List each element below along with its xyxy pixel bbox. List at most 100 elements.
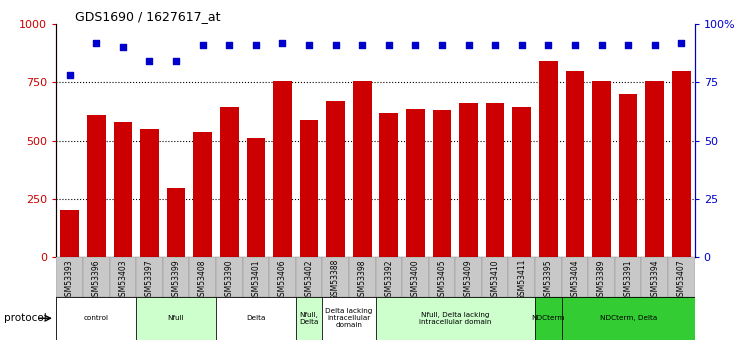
Bar [376,257,402,297]
Text: Nfull,
Delta: Nfull, Delta [300,312,318,325]
Bar [110,257,136,297]
Text: GSM53402: GSM53402 [304,259,313,300]
Bar [566,71,584,257]
Text: GSM53392: GSM53392 [385,259,394,300]
Text: GSM53408: GSM53408 [198,259,207,300]
Point [596,42,608,48]
Text: GSM53401: GSM53401 [252,259,261,300]
Bar [60,210,79,257]
Bar [593,81,611,257]
Text: GDS1690 / 1627617_at: GDS1690 / 1627617_at [75,10,221,23]
Text: GSM53411: GSM53411 [517,259,526,300]
Text: GSM53407: GSM53407 [677,259,686,300]
Bar [619,94,638,257]
Bar [113,122,132,257]
Bar [486,104,505,257]
Bar [136,297,216,340]
Bar [641,257,668,297]
Bar [322,297,376,340]
Bar [512,107,531,257]
Bar [269,257,296,297]
Text: GSM53400: GSM53400 [411,259,420,300]
Text: NDCterm: NDCterm [532,315,565,321]
Bar [296,257,322,297]
Text: control: control [83,315,109,321]
Text: GSM53406: GSM53406 [278,259,287,300]
Bar [539,61,558,257]
Bar [645,81,664,257]
Text: GSM53404: GSM53404 [571,259,580,300]
Bar [136,257,163,297]
Point [64,72,76,78]
Bar [322,257,349,297]
Bar [140,129,158,257]
Point [303,42,315,48]
Bar [300,120,318,257]
Text: GSM53389: GSM53389 [597,259,606,300]
Text: GSM53391: GSM53391 [623,259,632,300]
Text: Delta: Delta [246,315,266,321]
Bar [326,101,345,257]
Bar [193,132,212,257]
Bar [668,257,695,297]
Bar [353,81,372,257]
Point [436,42,448,48]
Text: GSM53393: GSM53393 [65,259,74,300]
Point [409,42,421,48]
Bar [535,257,562,297]
Point [223,42,235,48]
Bar [56,297,136,340]
Bar [273,81,291,257]
Text: GSM53405: GSM53405 [438,259,447,300]
Text: Nfull: Nfull [167,315,184,321]
Text: GSM53409: GSM53409 [464,259,473,300]
Bar [615,257,641,297]
Point [117,45,129,50]
Text: GSM53396: GSM53396 [92,259,101,300]
Bar [220,107,239,257]
Point [649,42,661,48]
Bar [87,115,106,257]
Bar [588,257,615,297]
Bar [402,257,429,297]
Text: GSM53398: GSM53398 [357,259,366,300]
Text: GSM53388: GSM53388 [331,259,340,300]
Bar [562,297,695,340]
Point [90,40,102,46]
Bar [163,257,189,297]
Point [542,42,554,48]
Bar [349,257,376,297]
Point [622,42,634,48]
Bar [455,257,482,297]
Point [383,42,395,48]
Bar [83,257,110,297]
Bar [433,110,451,257]
Point [250,42,262,48]
Point [143,59,155,64]
Point [170,59,182,64]
Bar [460,104,478,257]
Text: GSM53390: GSM53390 [225,259,234,300]
Text: GSM53399: GSM53399 [171,259,180,300]
Bar [429,257,455,297]
Text: GSM53403: GSM53403 [119,259,128,300]
Text: GSM53394: GSM53394 [650,259,659,300]
Text: Delta lacking
intracellular
domain: Delta lacking intracellular domain [325,308,372,328]
Bar [243,257,269,297]
Text: GSM53395: GSM53395 [544,259,553,300]
Text: NDCterm, Delta: NDCterm, Delta [599,315,657,321]
Bar [376,297,535,340]
Point [330,42,342,48]
Bar [482,257,508,297]
Bar [167,188,185,257]
Point [197,42,209,48]
Text: GSM53397: GSM53397 [145,259,154,300]
Text: GSM53410: GSM53410 [490,259,499,300]
Bar [216,257,243,297]
Text: protocol: protocol [4,313,47,323]
Bar [508,257,535,297]
Bar [246,138,265,257]
Bar [535,297,562,340]
Text: Nfull, Delta lacking
intracellular domain: Nfull, Delta lacking intracellular domai… [419,312,491,325]
Bar [406,109,425,257]
